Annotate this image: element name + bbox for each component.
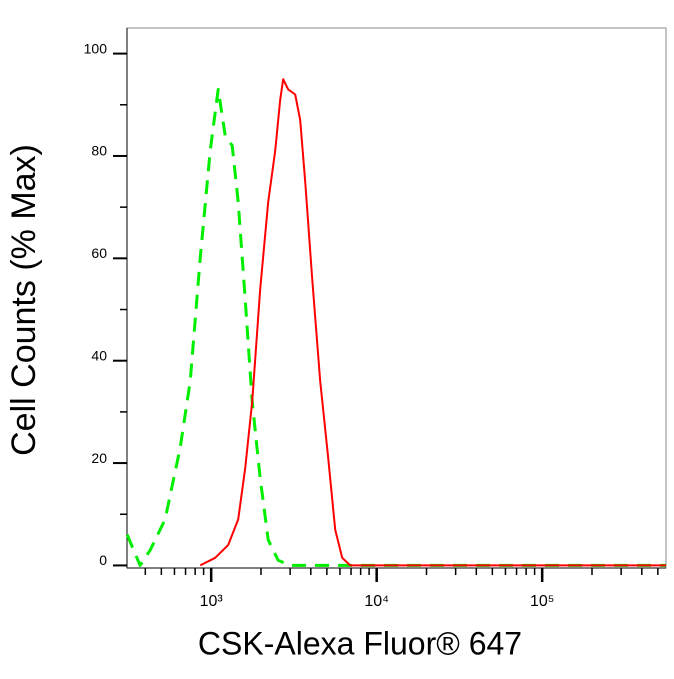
- x-tick-label: 10⁵: [530, 593, 554, 610]
- y-tick-label: 60: [91, 245, 107, 261]
- x-tick-label: 10⁴: [364, 593, 389, 610]
- y-tick-label: 80: [91, 143, 107, 159]
- y-tick-label: 20: [91, 450, 107, 466]
- plot-frame: [126, 27, 667, 569]
- y-tick-label: 40: [91, 347, 107, 363]
- x-tick-label: 10³: [200, 593, 224, 610]
- y-tick-label: 0: [99, 552, 107, 568]
- series-line: [125, 87, 666, 567]
- y-tick-label: 100: [84, 40, 108, 56]
- series-line: [199, 78, 666, 567]
- y-axis-label: Cell Counts (% Max): [5, 144, 43, 456]
- x-axis-label: CSK-Alexa Fluor® 647: [198, 625, 522, 661]
